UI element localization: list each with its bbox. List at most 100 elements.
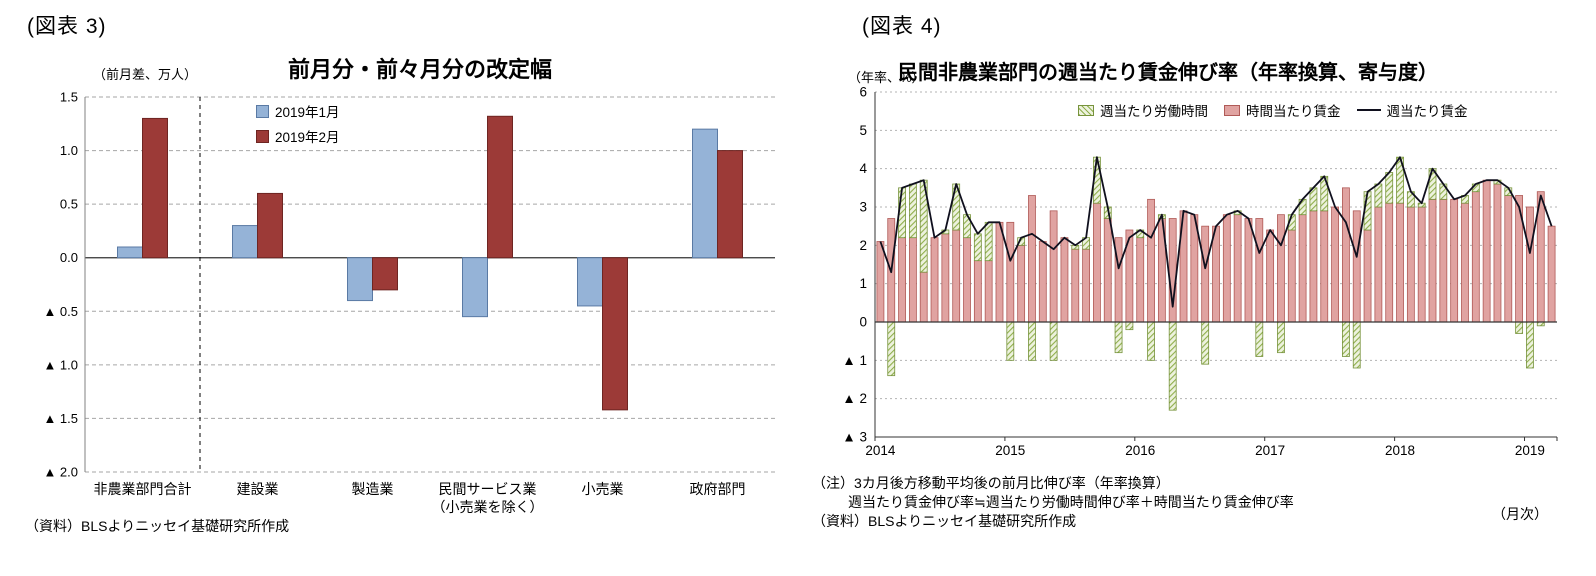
bar-hourly-wage-m52 (1439, 198, 1448, 323)
fig3-legend: 2019年1月 2019年2月 (256, 101, 340, 146)
bar-hourly-wage-m44 (1352, 210, 1361, 323)
bar-weekly-hours-m37 (1277, 321, 1285, 354)
bar-hourly-wage-m58 (1504, 195, 1513, 323)
bar-hourly-wage-m42 (1331, 206, 1339, 323)
x-tick-label: 2016 (1125, 443, 1155, 458)
bar-hourly-wage-m38 (1287, 229, 1296, 323)
bar-2019年1月-cat0 (117, 246, 143, 259)
bar-hourly-wage-m41 (1320, 210, 1329, 323)
bar-hourly-wage-m39 (1298, 214, 1307, 323)
weekly-wage-line (879, 156, 1553, 308)
y-tick-label: 6 (859, 85, 867, 100)
hourly-wage-series-label: 時間当たり賃金 (1246, 104, 1341, 119)
bar-weekly-hours-m9 (973, 233, 982, 262)
y-tick-label: 3 (859, 200, 867, 215)
bar-hourly-wage-m32 (1222, 214, 1231, 323)
y-tick-label: 1 (859, 276, 867, 291)
y-tick-label: ▲ 3 (842, 430, 867, 445)
fig4-note-2: 週当たり賃金伸び率≒週当たり労働時間伸び率＋時間当たり賃金伸び率 (848, 494, 1294, 510)
bar-hourly-wage-m4 (919, 271, 928, 323)
x-tick-label: 2014 (865, 443, 896, 458)
weekly-hours-series-swatch (1078, 104, 1094, 116)
bar-hourly-wage-m53 (1450, 198, 1459, 323)
bar-hourly-wage-m6 (941, 233, 950, 323)
bar-2019年1月-cat5 (692, 128, 718, 259)
fig3-unit-label: （前月差、万人） (93, 67, 198, 82)
bar-hourly-wage-m30 (1201, 225, 1210, 323)
bar-hourly-wage-m47 (1385, 202, 1394, 323)
weekly-hours-series-label: 週当たり労働時間 (1100, 104, 1208, 119)
bar-hourly-wage-m48 (1396, 202, 1404, 323)
fig3-label: (図表 3) (27, 15, 107, 38)
bar-weekly-hours-m47 (1385, 172, 1394, 204)
bar-hourly-wage-m40 (1309, 210, 1318, 323)
y-tick-label: ▲ 1.0 (43, 357, 78, 372)
bar-2019年2月-cat5 (717, 150, 743, 259)
x-category-label: 製造業 (352, 481, 394, 497)
bar-hourly-wage-m31 (1212, 225, 1220, 323)
bar-weekly-hours-m1 (887, 321, 896, 377)
bar-2019年2月-cat1 (257, 192, 283, 259)
bar-2019年2月-cat4 (602, 257, 628, 411)
bar-hourly-wage-m34 (1244, 218, 1253, 323)
fig3-source: （資料）BLSよりニッセイ基礎研究所作成 (25, 518, 290, 534)
bar-weekly-hours-m59 (1515, 321, 1524, 334)
bar-hourly-wage-m2 (898, 237, 906, 323)
bar-hourly-wage-m12 (1006, 221, 1015, 323)
bar-hourly-wage-m54 (1461, 202, 1469, 323)
bar-2019年2月-cat3 (487, 115, 513, 259)
bar-hourly-wage-m9 (973, 260, 982, 323)
bar-hourly-wage-m45 (1363, 229, 1372, 323)
fig3-legend-row-january: 2019年1月 (256, 101, 340, 121)
bar-weekly-hours-m27 (1168, 321, 1177, 411)
y-tick-label: ▲ 2 (842, 391, 867, 406)
y-tick-label: ▲ 1.5 (43, 411, 78, 426)
y-tick-label: ▲ 1 (842, 353, 867, 368)
fig4-title: 民間非農業部門の週当たり賃金伸び率（年率換算、寄与度） (898, 62, 1438, 84)
x-tick-label: 2019 (1515, 443, 1545, 458)
bar-hourly-wage-m60 (1526, 206, 1534, 323)
bar-weekly-hours-m14 (1028, 321, 1036, 361)
weekly-wage-series-label: 週当たり賃金 (1386, 104, 1468, 119)
bar-hourly-wage-m43 (1342, 187, 1350, 323)
january-series-swatch (256, 104, 269, 118)
bar-hourly-wage-m17 (1060, 237, 1069, 323)
bar-hourly-wage-m55 (1471, 191, 1480, 323)
january-series-label: 2019年1月 (275, 105, 340, 120)
bar-weekly-hours-m60 (1526, 321, 1534, 369)
bar-hourly-wage-m24 (1136, 237, 1145, 323)
bar-hourly-wage-m46 (1374, 206, 1383, 323)
hourly-wage-series-swatch (1224, 104, 1240, 116)
bar-hourly-wage-m33 (1233, 214, 1242, 323)
bar-hourly-wage-m19 (1082, 248, 1090, 323)
fig4-legend-row-hourly-wage: 時間当たり賃金 (1224, 100, 1341, 120)
x-category-label: 民間サービス業 (439, 481, 537, 497)
y-tick-label: 1.5 (60, 90, 78, 105)
bar-weekly-hours-m3 (908, 183, 917, 239)
bar-weekly-hours-m12 (1006, 321, 1015, 361)
bar-2019年2月-cat0 (142, 117, 168, 259)
bar-hourly-wage-m56 (1482, 179, 1491, 323)
y-tick-label: 0.5 (60, 197, 78, 212)
bar-2019年1月-cat3 (462, 257, 488, 318)
bar-hourly-wage-m3 (908, 237, 917, 323)
bar-hourly-wage-m35 (1255, 218, 1264, 323)
y-tick-label: ▲ 2.0 (43, 465, 78, 480)
bar-weekly-hours-m43 (1342, 321, 1350, 357)
bar-hourly-wage-m13 (1017, 244, 1026, 323)
x-tick-label: 2017 (1255, 443, 1285, 458)
bar-weekly-hours-m46 (1374, 183, 1383, 208)
fig4-note-3: （資料）BLSよりニッセイ基礎研究所作成 (812, 513, 1077, 529)
bar-hourly-wage-m62 (1547, 225, 1556, 323)
y-tick-label: 1.0 (60, 143, 78, 158)
fig4-unit-label: （年率、%） (848, 70, 925, 85)
bar-2019年1月-cat4 (577, 257, 603, 307)
x-tick-label: 2015 (995, 443, 1025, 458)
bar-weekly-hours-m44 (1352, 321, 1361, 369)
bar-hourly-wage-m5 (930, 237, 939, 323)
bar-hourly-wage-m25 (1147, 198, 1155, 323)
bar-2019年2月-cat2 (372, 257, 398, 291)
bar-2019年1月-cat2 (347, 257, 373, 302)
bar-hourly-wage-m37 (1277, 214, 1285, 323)
